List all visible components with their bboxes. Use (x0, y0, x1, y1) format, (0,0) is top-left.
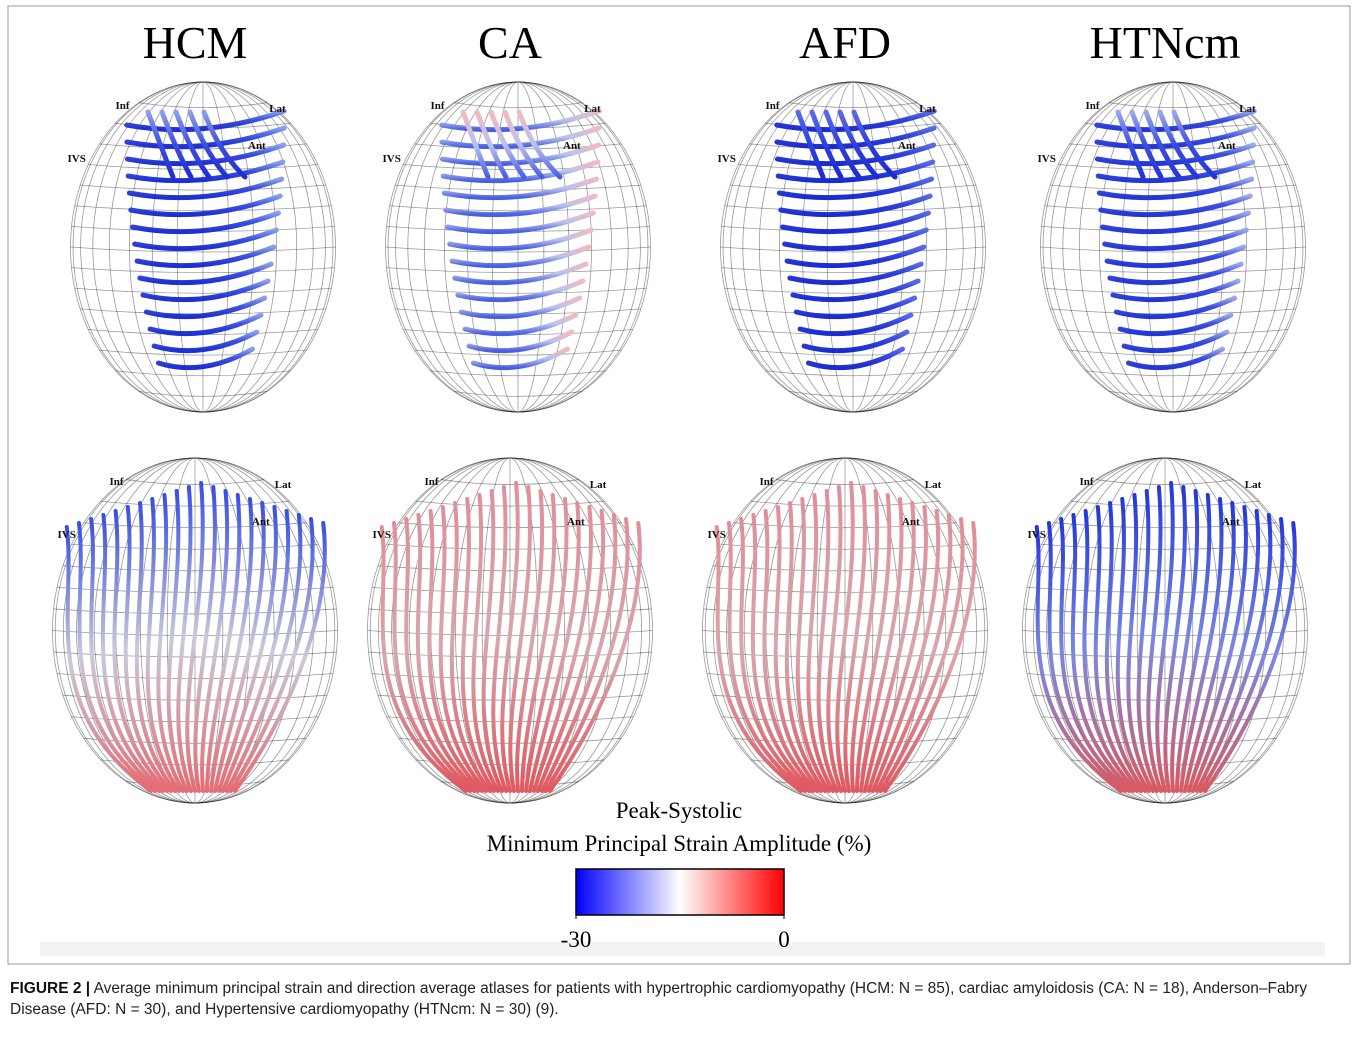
region-label: Ant (898, 140, 916, 152)
region-label: IVS (708, 529, 726, 541)
heart: Inf Lat Ant IVS (53, 458, 338, 803)
streamlines (1037, 483, 1295, 791)
region-label: Ant (252, 516, 270, 528)
region-label: Ant (1222, 516, 1240, 528)
region-label: Inf (110, 476, 124, 488)
region-label: Lat (269, 103, 286, 115)
caption: FIGURE 2 | Average minimum principal str… (10, 978, 1340, 1020)
caption-label: FIGURE 2 | (10, 980, 90, 997)
streamlines (67, 483, 325, 791)
region-label: Lat (925, 479, 942, 491)
figure: Inf Lat Ant IVS Inf Lat Ant IVS Inf Lat Ant IVS Inf L… (0, 0, 1358, 1039)
region-label: IVS (1038, 153, 1056, 165)
region-label: IVS (383, 153, 401, 165)
heart: Inf Lat Ant IVS (383, 82, 651, 412)
region-label: Inf (1080, 476, 1094, 488)
colorbar-title: Peak-Systolic (616, 798, 743, 823)
heart: Inf Lat Ant IVS (718, 82, 986, 412)
region-label: IVS (1028, 529, 1046, 541)
region-label: Ant (567, 516, 585, 528)
heart: Inf Lat Ant IVS (68, 82, 336, 412)
column-title: HCM (143, 17, 248, 68)
region-label: Lat (919, 103, 936, 115)
column-title: CA (478, 17, 542, 68)
region-label: IVS (68, 153, 86, 165)
colorbar (576, 869, 784, 915)
page: Inf Lat Ant IVS Inf Lat Ant IVS Inf Lat Ant IVS Inf L… (0, 0, 1358, 1039)
colorbar-title: Minimum Principal Strain Amplitude (%) (487, 831, 872, 856)
region-label: Ant (902, 516, 920, 528)
region-label: Inf (760, 476, 774, 488)
colorbar-tick-label: 0 (778, 927, 790, 952)
column-title: HTNcm (1090, 17, 1241, 68)
region-label: Inf (766, 100, 780, 112)
region-label: IVS (718, 153, 736, 165)
region-label: Inf (425, 476, 439, 488)
streamlines (382, 483, 640, 791)
caption-text: Average minimum principal strain and dir… (10, 980, 1307, 1018)
heart: Inf Lat Ant IVS (1038, 82, 1306, 412)
heart: Inf Lat Ant IVS (368, 458, 653, 803)
column-title: AFD (799, 17, 891, 68)
region-label: Ant (248, 140, 266, 152)
heart: Inf Lat Ant IVS (703, 458, 988, 803)
region-label: Lat (275, 479, 292, 491)
region-label: Lat (1239, 103, 1256, 115)
region-label: Ant (1218, 140, 1236, 152)
region-label: Inf (431, 100, 445, 112)
heart-panels: Inf Lat Ant IVS Inf Lat Ant IVS Inf Lat Ant IVS Inf L… (53, 82, 1308, 803)
region-label: Lat (590, 479, 607, 491)
region-label: IVS (373, 529, 391, 541)
colorbar-tick-label: -30 (561, 927, 592, 952)
region-label: Ant (563, 140, 581, 152)
heart: Inf Lat Ant IVS (1023, 458, 1308, 803)
region-label: Lat (1245, 479, 1262, 491)
region-label: Lat (584, 103, 601, 115)
region-label: IVS (58, 529, 76, 541)
band (40, 942, 1325, 956)
region-label: Inf (1086, 100, 1100, 112)
streamlines (717, 483, 975, 791)
region-label: Inf (116, 100, 130, 112)
